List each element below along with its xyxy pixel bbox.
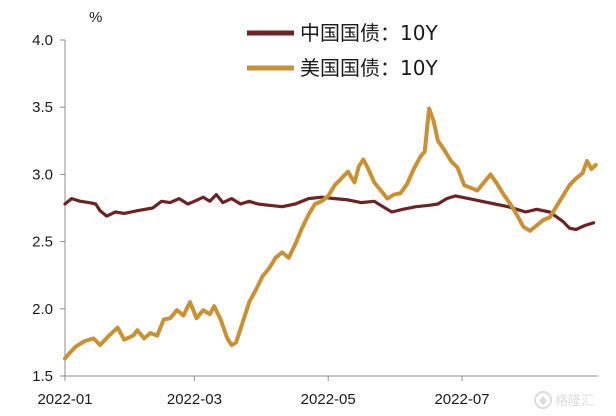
y-tick-label: 3.5 — [32, 99, 53, 116]
y-tick-label: 4.0 — [32, 32, 53, 49]
y-tick-label: 2.0 — [32, 301, 53, 318]
x-tick-label: 2022-07 — [434, 391, 489, 408]
series-line-china-10y — [63, 193, 596, 232]
series-layer — [63, 106, 598, 361]
legend-label-us-10y: 美国国债：10Y — [300, 56, 438, 80]
y-tick-label: 1.5 — [32, 368, 53, 385]
y-tick-label: 2.5 — [32, 234, 53, 251]
y-tick-label: 3.0 — [32, 166, 53, 183]
series-line-us-10y — [63, 106, 598, 361]
legend-label-china-10y: 中国国债：10Y — [300, 21, 438, 45]
gelonghui-logo-icon — [534, 391, 552, 409]
y-unit-label: % — [89, 9, 102, 26]
x-tick-label: 2022-03 — [167, 391, 222, 408]
watermark-text: 格隆汇 — [555, 393, 594, 409]
axes: 1.5 2.0 2.5 3.0 3.5 4.0 2022-01 2022-03 2022-05 2… — [32, 32, 598, 408]
x-tick-label: 2022-05 — [301, 391, 356, 408]
legend: 中国国债：10Y 美国国债：10Y — [247, 21, 438, 80]
watermark: 格隆汇 — [534, 391, 594, 409]
x-tick-label: 2022-01 — [37, 391, 92, 408]
